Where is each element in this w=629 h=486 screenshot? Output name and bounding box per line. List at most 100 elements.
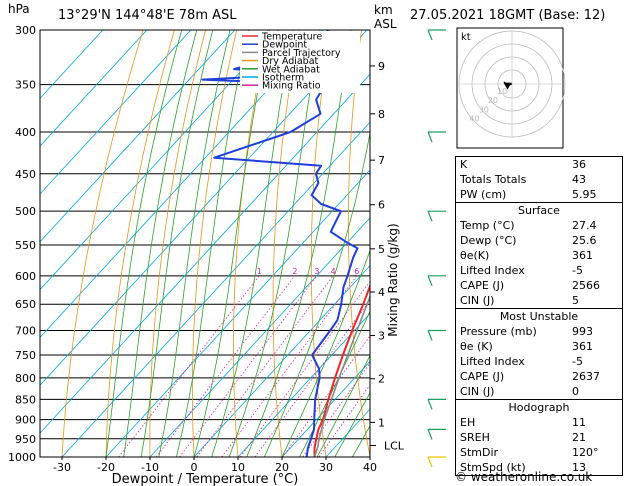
pressure-label-600: 600 [15,270,36,283]
hodograph-index-row: StmSpd (kt) 13 [456,460,622,475]
pressure-label-400: 400 [15,126,36,139]
wet-adiabat-20 [281,249,370,457]
wet-adiabat-24 [299,310,370,457]
most-unstable-index-row: θe (K) 361 [456,339,622,354]
surface-index-value: 27.4 [572,219,597,232]
dry-adiabat--10 [149,30,206,457]
hodograph-title: Hodograph [456,399,622,415]
pressure-label-550: 550 [15,239,36,252]
surface-index-label: Temp (°C) [460,219,515,232]
wet-adiabat--12 [140,30,214,457]
general-index-row: PW (cm) 5.95 [456,187,622,202]
isotherm-0 [193,265,370,457]
wind-barb-flag [427,29,433,41]
hodograph-index-label: StmDir [460,446,499,459]
isotherm--10 [149,217,370,457]
mixing-ratio-line-6 [221,275,358,457]
surface-index-row: Temp (°C) 27.4 [456,218,622,233]
x-tick-label-0: 0 [191,461,198,474]
wet-adiabat-8 [228,30,321,457]
most-unstable-index-value: 0 [572,385,579,398]
pressure-unit: hPa [8,2,30,16]
pressure-label-750: 750 [15,349,36,362]
wet-adiabat-4 [211,30,294,457]
series-temperature [313,283,370,457]
hodograph-index-label: StmSpd (kt) [460,461,526,474]
dry-adiabat-40 [347,30,370,457]
wind-barb-400 [427,131,446,143]
mixing-ratio-label-6: 6 [354,267,359,276]
most-unstable-index-label: CAPE (J) [460,370,505,383]
hodograph-index-value: 21 [572,431,586,444]
plot-frame [39,29,371,458]
wind-barb-flag [427,210,433,222]
general-index-label: PW (cm) [460,188,507,201]
pressure-label-800: 800 [15,372,36,385]
most-unstable-index-label: Pressure (mb) [460,325,537,338]
x-tick-label--10: -10 [141,461,159,474]
wind-barb-flag [427,399,433,410]
dry-adiabat-20 [272,30,300,457]
legend-entry-4: Wet Adiabat [262,64,320,75]
pressure-label-300: 300 [15,24,36,37]
wet-adiabat--16 [123,30,198,457]
most-unstable-index-value: 993 [572,325,593,338]
x-tick-label--20: -20 [97,461,115,474]
hodograph-ring-label-20: 20 [488,96,498,105]
pressure-label-700: 700 [15,325,36,338]
surface-index-label: Lifted Index [460,264,525,277]
hodograph-ring-label-40: 40 [469,114,479,123]
hodograph-index-row: StmDir 120° [456,445,622,460]
hodograph-index-label: SREH [460,431,490,444]
hodograph-index-value: 13 [572,461,586,474]
surface-index-value: 361 [572,249,593,262]
wind-barb-500 [427,210,446,222]
surface-index-label: CIN (J) [460,294,495,307]
hodograph-ring-label-10: 10 [497,87,507,96]
general-index-row: Totals Totals 43 [456,172,622,187]
isotherm--80 [40,30,236,243]
indices-table: K 36 Totals Totals 43 PW (cm) 5.95 Surface Te… [455,156,623,476]
surface-index-row: CIN (J) 5 [456,293,622,308]
general-index-label: K [460,158,468,171]
mixing-ratio-line-3 [179,275,318,457]
hodograph-index-value: 11 [572,416,586,429]
wind-barb-flag [427,330,433,341]
surface-index-value: 25.6 [572,234,597,247]
wet-adiabat-28 [316,354,370,457]
most-unstable-index-label: Lifted Index [460,355,525,368]
hodograph-frame [456,27,564,149]
x-tick-label-20: 20 [275,461,289,474]
most-unstable-index-label: θe (K) [460,340,493,353]
most-unstable-index-value: 361 [572,340,593,353]
wet-adiabat--8 [158,30,231,457]
right-axis-label: Mixing Ratio (g/kg) [386,223,400,336]
mixing-ratio-label-20: 20 [428,267,438,276]
surface-index-value: 5 [572,294,579,307]
general-index-value: 36 [572,158,586,171]
most-unstable-indices: Pressure (mb) 993 θe (K) 361 Lifted Index -5 C… [456,324,622,399]
dry-adiabat--30 [61,30,144,457]
km-label-9: 9 [378,60,385,73]
surface-index-row: Lifted Index -5 [456,263,622,278]
isotherm--40 [40,73,370,434]
km-label-2: 2 [378,373,385,386]
height-unit-km: km [374,3,393,17]
series-parcel-trajectory [313,294,370,457]
general-index-value: 43 [572,173,586,186]
x-tick-label-10: 10 [231,461,245,474]
wet-adiabat-32 [334,391,370,457]
dry-adiabat-30 [310,30,331,457]
wet-adiabat-12 [246,30,352,457]
km-label-7: 7 [378,154,385,167]
isotherm--100 [40,30,148,147]
surface-indices: Temp (°C) 27.4 Dewp (°C) 25.6 θe(K) 361 Lifted… [456,218,622,308]
km-label-1: 1 [378,416,385,429]
mixing-ratio-line-4 [196,275,334,457]
legend-entry-6: Mixing Ratio [262,81,321,92]
pressure-label-950: 950 [15,433,36,446]
surface-index-value: -5 [572,264,583,277]
wind-barb-flag [427,275,433,287]
